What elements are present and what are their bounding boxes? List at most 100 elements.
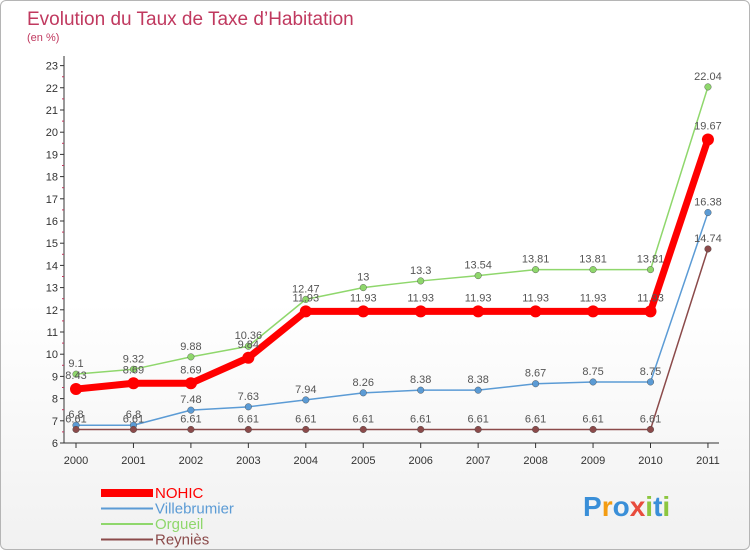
data-point bbox=[359, 389, 367, 397]
chart-title: Evolution du Taux de Taxe d’Habitation bbox=[27, 9, 354, 30]
data-label: 6.61 bbox=[65, 413, 86, 425]
data-label: 9.1 bbox=[68, 358, 83, 370]
data-label: 10.36 bbox=[235, 330, 263, 342]
data-label: 6.61 bbox=[525, 413, 546, 425]
data-label: 6.61 bbox=[238, 413, 259, 425]
data-label: 13.81 bbox=[579, 254, 607, 266]
data-label: 8.75 bbox=[582, 366, 603, 378]
data-label: 14.74 bbox=[694, 233, 722, 245]
x-tick-label: 2010 bbox=[638, 455, 662, 467]
data-label: 6.61 bbox=[467, 413, 488, 425]
logo-letter: o bbox=[613, 491, 630, 522]
data-point bbox=[587, 305, 600, 318]
x-tick-label: 2001 bbox=[121, 455, 145, 467]
y-tick-label: 21 bbox=[46, 105, 58, 117]
data-label: 9.88 bbox=[180, 341, 201, 353]
data-label: 6.8 bbox=[126, 409, 141, 421]
data-label: 6.61 bbox=[123, 413, 144, 425]
legend-label: Orgueil bbox=[155, 516, 203, 533]
y-tick-label: 18 bbox=[46, 172, 58, 184]
data-label: 7.63 bbox=[238, 391, 259, 403]
data-point bbox=[184, 377, 197, 390]
data-label: 11.93 bbox=[580, 292, 607, 304]
x-tick-label: 2011 bbox=[696, 455, 720, 467]
data-label: 13 bbox=[357, 272, 369, 284]
data-point bbox=[414, 305, 427, 318]
data-label: 7.94 bbox=[295, 384, 316, 396]
data-label: 13.81 bbox=[637, 254, 665, 266]
data-label: 11.93 bbox=[522, 292, 549, 304]
y-tick-label: 23 bbox=[46, 61, 58, 73]
data-point bbox=[474, 425, 482, 433]
data-label: 6.61 bbox=[295, 413, 316, 425]
data-label: 7.48 bbox=[180, 394, 201, 406]
data-point bbox=[359, 284, 367, 292]
data-label: 12.47 bbox=[292, 283, 320, 295]
data-point bbox=[647, 378, 655, 386]
data-point bbox=[589, 425, 597, 433]
data-label: 8.26 bbox=[353, 377, 374, 389]
data-point bbox=[302, 425, 310, 433]
data-point bbox=[532, 266, 540, 274]
data-label: 11.93 bbox=[292, 292, 319, 304]
y-tick-label: 12 bbox=[46, 305, 58, 317]
x-tick-label: 2005 bbox=[351, 455, 375, 467]
data-point bbox=[127, 377, 140, 390]
data-point bbox=[474, 272, 482, 280]
data-label: 8.75 bbox=[640, 366, 661, 378]
data-point bbox=[647, 425, 655, 433]
y-tick-label: 7 bbox=[52, 416, 58, 428]
data-label: 9.32 bbox=[123, 353, 144, 365]
data-point bbox=[701, 133, 714, 146]
chart-subtitle: (en %) bbox=[27, 32, 59, 44]
data-label: 6.8 bbox=[68, 409, 83, 421]
data-label: 22.04 bbox=[694, 71, 722, 83]
data-point bbox=[472, 305, 485, 318]
data-point bbox=[532, 380, 540, 388]
logo-letter: r bbox=[602, 491, 613, 522]
data-label: 11.93 bbox=[407, 292, 434, 304]
data-point bbox=[129, 425, 137, 433]
data-point bbox=[417, 277, 425, 285]
data-point bbox=[474, 386, 482, 394]
data-label: 16.38 bbox=[694, 197, 722, 209]
data-label: 6.61 bbox=[582, 413, 603, 425]
series-group bbox=[70, 83, 714, 433]
y-tick-label: 19 bbox=[46, 149, 58, 161]
data-label: 8.43 bbox=[65, 370, 86, 382]
data-point bbox=[704, 245, 712, 253]
y-tick-label: 6 bbox=[52, 438, 58, 450]
data-point bbox=[299, 305, 312, 318]
legend-label: Reyniès bbox=[155, 532, 209, 549]
data-point bbox=[417, 425, 425, 433]
y-tick-label: 10 bbox=[46, 349, 58, 361]
data-point bbox=[187, 353, 195, 361]
data-point bbox=[302, 295, 310, 303]
logo-letter: P bbox=[583, 491, 602, 522]
x-tick-label: 2004 bbox=[294, 455, 318, 467]
data-point bbox=[129, 365, 137, 373]
logo-letter: x bbox=[630, 491, 646, 522]
data-point bbox=[242, 351, 255, 364]
data-point bbox=[244, 425, 252, 433]
data-label: 13.3 bbox=[410, 265, 431, 277]
y-ticks: 6 7 8 9 10 11 12 13 14 15 16 17 18 19 20 21 22 23 bbox=[46, 61, 64, 450]
series-line-orgueil bbox=[75, 86, 709, 375]
data-label: 8.38 bbox=[467, 374, 488, 386]
y-tick-label: 11 bbox=[47, 327, 58, 339]
y-tick-label: 15 bbox=[46, 238, 58, 250]
legend-label: NOHIC bbox=[155, 485, 204, 502]
data-point bbox=[589, 266, 597, 274]
proxiti-logo: Proxiti bbox=[583, 491, 670, 522]
data-point bbox=[72, 370, 80, 378]
series-line-reyniès bbox=[76, 248, 709, 431]
data-point bbox=[417, 386, 425, 394]
data-point bbox=[644, 305, 657, 318]
logo-letter: t bbox=[653, 491, 662, 522]
data-label: 11.93 bbox=[637, 292, 664, 304]
data-point bbox=[187, 425, 195, 433]
y-tick-label: 20 bbox=[46, 127, 58, 139]
data-point bbox=[532, 425, 540, 433]
